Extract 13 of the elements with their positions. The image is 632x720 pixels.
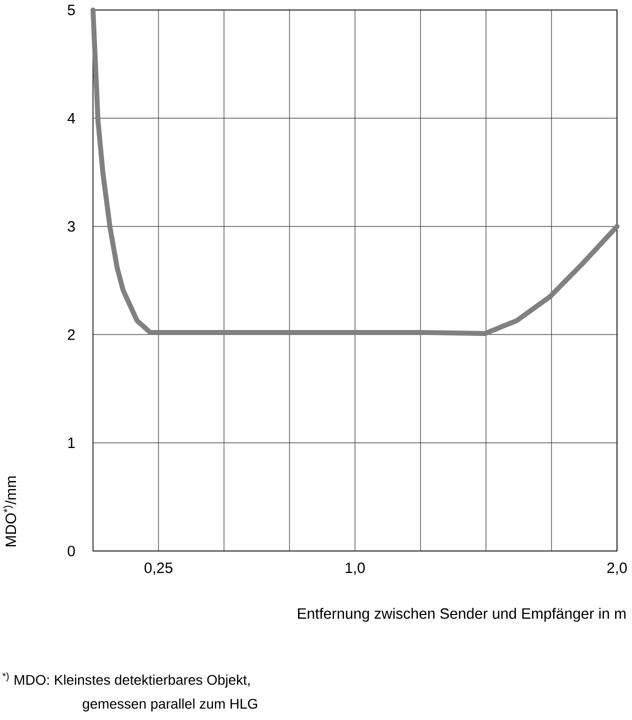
y-tick-label: 0	[68, 546, 75, 556]
y-axis-title: MDO$^{*)}$/mm	[3, 476, 16, 546]
y-tick-label: 5	[68, 4, 75, 16]
y-tick-label: 1	[68, 438, 75, 448]
text: $^{*)}$ MDO: Kleinstes detektierbares Objekt,	[2, 672, 250, 688]
x-tick-label: 0,25	[144, 562, 172, 575]
y-tick-label: 4	[68, 113, 76, 124]
x-axis-title: Entfernung zwischen Sender und Empfänger in m	[298, 608, 626, 622]
y-tick-label: 2	[68, 329, 75, 340]
x-tick-label: 1,0	[346, 562, 365, 575]
text: gemessen parallel zum HLG	[82, 698, 258, 712]
x-tick-label: 2,0	[607, 562, 627, 575]
y-tick-label: 3	[68, 221, 75, 232]
